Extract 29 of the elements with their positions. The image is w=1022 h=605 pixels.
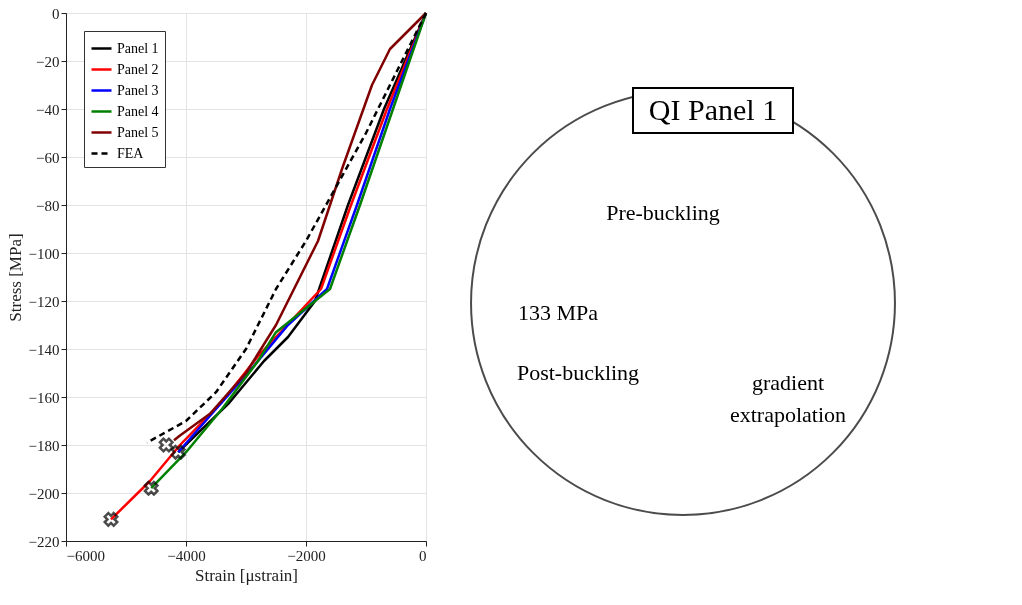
legend-label: Panel 5	[117, 124, 159, 140]
legend-label: FEA	[117, 145, 145, 161]
y-tick-label: 0	[52, 5, 60, 22]
text: gradient extrapolation	[729, 370, 847, 427]
legend-label: Panel 2	[117, 61, 159, 77]
y-tick-label: −40	[36, 101, 60, 118]
legend-label: Panel 3	[117, 82, 159, 98]
y-tick-label: −220	[28, 533, 60, 550]
legend-label: Panel 1	[117, 40, 159, 56]
x-tick-label: −4000	[167, 547, 206, 564]
x-tick-label: −2000	[287, 547, 326, 564]
y-tick-label: −140	[28, 341, 60, 358]
x-tick-label: −6000	[66, 547, 105, 564]
y-tick-label: −160	[28, 389, 60, 406]
y-tick-label: −80	[36, 197, 60, 214]
x-tick-label: 0	[419, 547, 427, 564]
y-tick-label: −200	[28, 485, 60, 502]
x-axis-title: Strain [μstrain]	[194, 565, 299, 585]
y-axis-title: Stress [MPa]	[5, 233, 25, 322]
legend-label: Panel 4	[117, 103, 159, 119]
y-tick-label: −180	[28, 437, 60, 454]
text: 133 MPa	[518, 300, 599, 325]
y-tick-label: −100	[28, 245, 60, 262]
text: Pre-buckling	[606, 200, 720, 225]
y-tick-label: −60	[36, 149, 60, 166]
y-tick-label: −120	[28, 293, 60, 310]
y-tick-label: −20	[36, 53, 60, 70]
text: QI Panel 1	[648, 93, 778, 126]
text: Post-buckling	[516, 360, 640, 385]
